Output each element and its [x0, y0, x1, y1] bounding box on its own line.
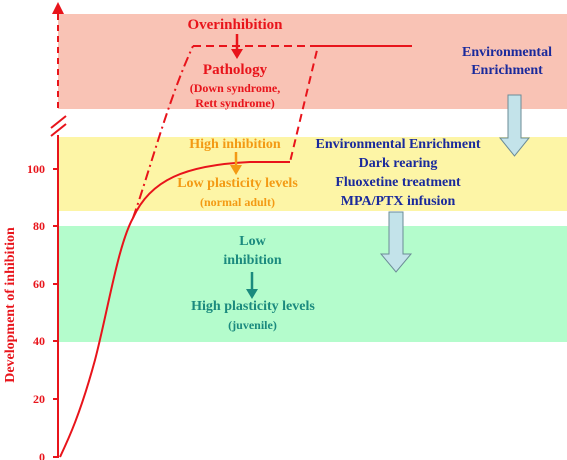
tick-label-40: 40 [33, 334, 45, 348]
normal-adult-label: (normal adult) [200, 195, 275, 209]
tick-label-80: 80 [33, 219, 45, 233]
high-inhibition-label: High inhibition [189, 137, 281, 152]
y-axis-label: Development of inhibition [3, 227, 18, 383]
down-arrow-icon [246, 272, 258, 299]
y-axis-arrowhead [52, 2, 64, 14]
top-intervention-line1: Environmental [462, 45, 552, 60]
block-down-arrow-icon [379, 211, 413, 273]
juvenile-band [58, 226, 567, 342]
juvenile-label: (juvenile) [228, 318, 277, 332]
top-intervention-line2: Enrichment [471, 63, 543, 78]
low-inhibition-label-line2: inhibition [223, 253, 282, 268]
tick-label-60: 60 [33, 277, 45, 291]
block-down-arrow-icon [498, 94, 531, 157]
overinhibition-label: Overinhibition [187, 17, 283, 33]
y-axis-ticks [53, 168, 58, 458]
low-inhibition-label-line1: Low [239, 234, 266, 249]
low-plasticity-label: Low plasticity levels [177, 176, 298, 191]
intervention-item-4: MPA/PTX infusion [340, 194, 456, 209]
intervention-item-1: Environmental Enrichment [315, 137, 481, 152]
tick-label-20: 20 [33, 392, 45, 406]
intervention-item-2: Dark rearing [358, 156, 438, 171]
down-arrow-icon [231, 34, 243, 59]
adult-band [58, 137, 567, 211]
pathology-label: Pathology [202, 62, 268, 78]
intervention-item-3: Fluoxetine treatment [335, 175, 461, 190]
development-curve [59, 161, 290, 458]
pathology-band [58, 14, 567, 109]
tick-label-0: 0 [39, 450, 45, 460]
pathology-curve-dashdot [132, 45, 194, 219]
down-arrow-icon [230, 152, 242, 175]
pathology-condition-1: (Down syndrome, [189, 81, 281, 95]
pathology-condition-2: Rett syndrome) [195, 96, 275, 110]
tick-label-100: 100 [27, 162, 45, 176]
high-plasticity-label: High plasticity levels [191, 299, 315, 314]
axis-break-icon [50, 115, 67, 137]
